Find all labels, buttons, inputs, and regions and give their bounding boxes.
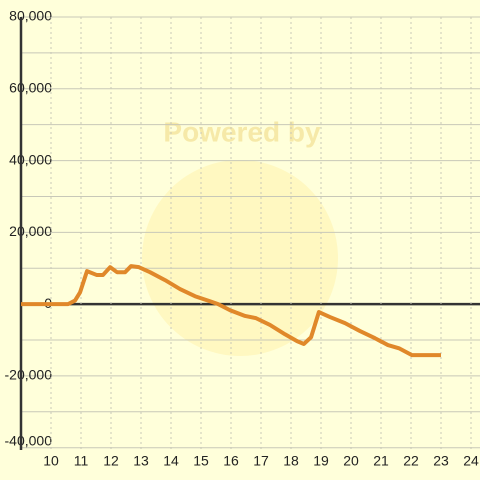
x-tick-label: 13 bbox=[133, 453, 149, 469]
x-tick-label: 24 bbox=[463, 453, 479, 469]
x-tick-label: 14 bbox=[163, 453, 179, 469]
y-tick-label: 80,000 bbox=[9, 8, 52, 24]
x-tick-label: 16 bbox=[223, 453, 239, 469]
x-tick-label: 22 bbox=[403, 453, 419, 469]
watermark-logo bbox=[142, 160, 338, 356]
x-tick-label: 23 bbox=[433, 453, 449, 469]
x-tick-label: 12 bbox=[103, 453, 119, 469]
y-tick-label: 60,000 bbox=[9, 79, 52, 95]
y-tick-label: -20,000 bbox=[5, 367, 53, 383]
x-tick-label: 11 bbox=[74, 453, 89, 469]
x-tick-label: 21 bbox=[373, 453, 389, 469]
x-tick-label: 18 bbox=[283, 453, 299, 469]
watermark: Powered by bbox=[163, 116, 321, 147]
y-tick-label: 20,000 bbox=[9, 223, 52, 239]
x-tick-label: 19 bbox=[313, 453, 329, 469]
y-tick-label: 40,000 bbox=[9, 151, 52, 167]
y-tick-label: -40,000 bbox=[5, 433, 53, 449]
x-tick-label: 17 bbox=[253, 453, 269, 469]
data-line bbox=[21, 264, 441, 358]
x-tick-label: 10 bbox=[43, 453, 59, 469]
x-tick-label: 15 bbox=[193, 453, 209, 469]
x-tick-label: 20 bbox=[343, 453, 359, 469]
